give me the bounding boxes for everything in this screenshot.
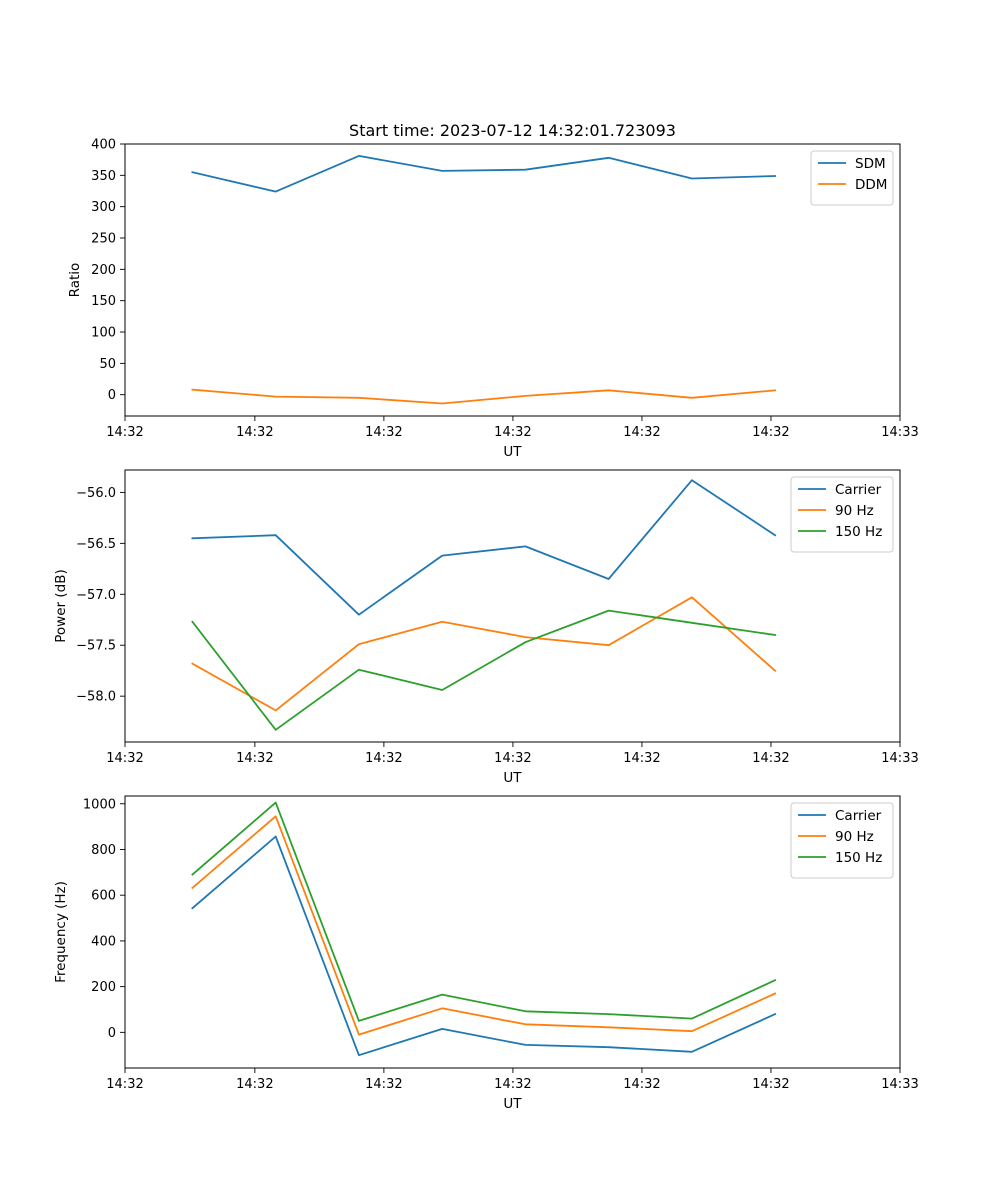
axes-frame <box>124 143 901 417</box>
legend: SDM DDM <box>810 150 894 206</box>
y-axis-label: Power (dB) <box>53 569 69 642</box>
x-axis-label: UT <box>503 770 522 786</box>
x-tick-label: 14:32 <box>106 751 143 766</box>
x-tick-label: 14:32 <box>365 751 402 766</box>
chart-title: Start time: 2023-07-12 14:32:01.723093 <box>349 121 676 140</box>
y-axis-label: Ratio <box>67 263 83 298</box>
y-tick-label: 350 <box>91 169 116 184</box>
y-tick-label: 300 <box>91 200 116 215</box>
legend-entry: Carrier <box>835 482 882 498</box>
x-tick-label: 14:32 <box>623 751 660 766</box>
y-tick-label: 400 <box>91 934 116 949</box>
legend: Carrier 90 Hz 150 Hz <box>790 802 894 879</box>
chart-panel-1: Start time: 2023-07-12 14:32:01.723093 14… <box>67 121 919 460</box>
series-line-90-hz <box>191 815 777 1036</box>
legend-entry: Carrier <box>835 808 882 824</box>
x-tick-label: 14:33 <box>881 751 918 766</box>
series-line-carrier <box>191 835 777 1057</box>
x-tick-label: 14:32 <box>623 425 660 440</box>
x-axis-label: UT <box>503 1096 522 1112</box>
y-tick-label: −56.0 <box>76 486 116 501</box>
series-line-90-hz <box>191 596 777 712</box>
x-tick-label: 14:32 <box>494 1077 531 1092</box>
y-tick-label: 1000 <box>83 797 116 812</box>
y-tick-label: −58.0 <box>76 690 116 705</box>
legend-box <box>810 150 894 206</box>
chart-panel-3: 14:32 14:32 14:32 14:32 14:32 14:32 14:33 0 200 4… <box>53 795 919 1112</box>
legend-entry: 90 Hz <box>835 829 874 845</box>
x-axis-label: UT <box>503 444 522 460</box>
x-tick-label: 14:32 <box>236 1077 273 1092</box>
y-tick-label: 100 <box>91 326 116 341</box>
y-tick-label: 800 <box>91 843 116 858</box>
y-tick-label: 150 <box>91 294 116 309</box>
x-tick-label: 14:32 <box>106 425 143 440</box>
y-tick-label: −57.5 <box>76 639 116 654</box>
series-line-150-hz <box>191 801 777 1022</box>
y-tick-label: 50 <box>99 357 116 372</box>
series-line-carrier <box>191 479 777 616</box>
x-tick-label: 14:32 <box>106 1077 143 1092</box>
y-tick-label: 200 <box>91 263 116 278</box>
series-line-ddm <box>191 388 777 405</box>
legend-entry: SDM <box>855 156 886 172</box>
legend: Carrier 90 Hz 150 Hz <box>790 476 894 553</box>
x-tick-label: 14:32 <box>752 1077 789 1092</box>
legend-entry: DDM <box>855 177 887 193</box>
x-tick-label: 14:33 <box>881 1077 918 1092</box>
y-axis-label: Frequency (Hz) <box>53 881 69 983</box>
y-tick-label: 0 <box>108 388 116 403</box>
y-tick-label: 0 <box>108 1026 116 1041</box>
series-line-150-hz <box>191 609 777 731</box>
legend-box <box>790 802 894 879</box>
legend-entry: 90 Hz <box>835 503 874 519</box>
x-tick-label: 14:32 <box>236 425 273 440</box>
x-tick-label: 14:32 <box>494 425 531 440</box>
x-tick-label: 14:32 <box>365 425 402 440</box>
x-tick-label: 14:32 <box>623 1077 660 1092</box>
y-tick-label: 600 <box>91 889 116 904</box>
chart-panel-2: 14:32 14:32 14:32 14:32 14:32 14:32 14:33 −58.0… <box>53 469 919 786</box>
legend-entry: 150 Hz <box>835 850 882 866</box>
y-tick-label: 250 <box>91 232 116 247</box>
y-tick-label: −56.5 <box>76 537 116 552</box>
axes-frame <box>124 795 901 1069</box>
y-tick-label: −57.0 <box>76 588 116 603</box>
x-tick-label: 14:32 <box>494 751 531 766</box>
axes-frame <box>124 469 901 743</box>
x-tick-label: 14:32 <box>236 751 273 766</box>
x-tick-label: 14:33 <box>881 425 918 440</box>
y-tick-label: 200 <box>91 980 116 995</box>
legend-box <box>790 476 894 553</box>
x-tick-label: 14:32 <box>365 1077 402 1092</box>
y-tick-label: 400 <box>91 138 116 153</box>
x-tick-label: 14:32 <box>752 751 789 766</box>
series-line-sdm <box>191 154 777 193</box>
x-tick-label: 14:32 <box>752 425 789 440</box>
legend-entry: 150 Hz <box>835 524 882 540</box>
